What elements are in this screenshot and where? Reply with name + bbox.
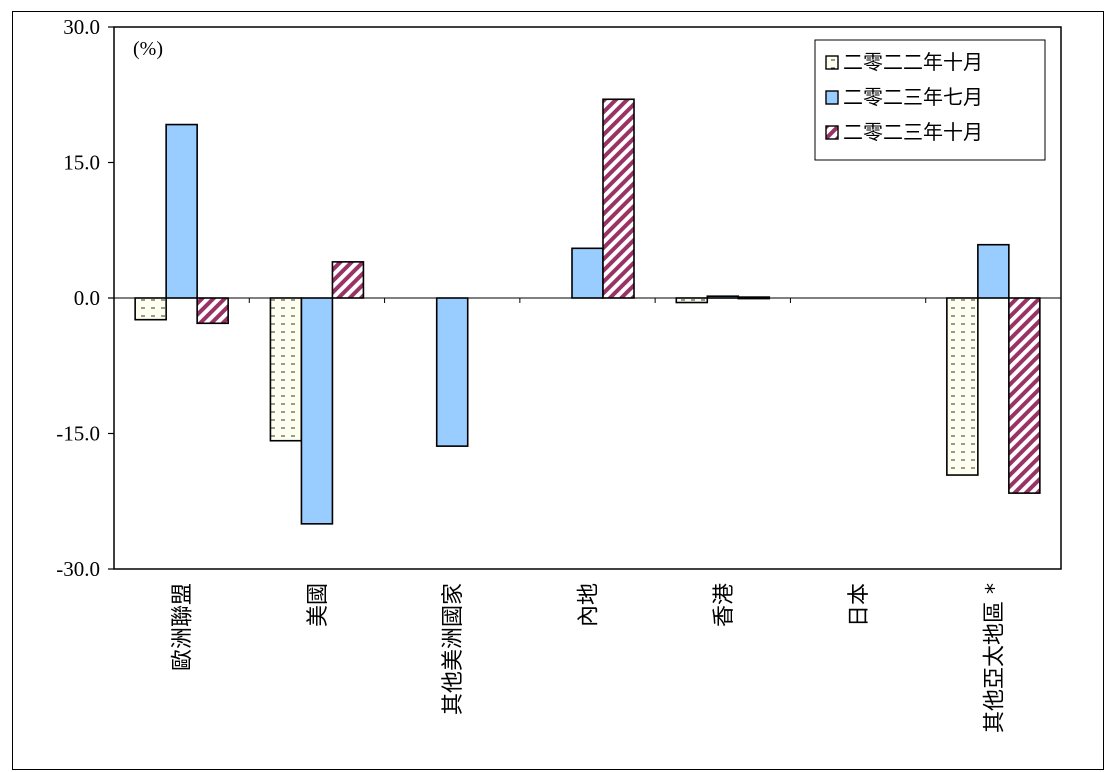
y-tick-label: -30.0 xyxy=(56,557,100,581)
y-tick-label: 0.0 xyxy=(74,286,100,310)
legend-label: 二零二三年十月 xyxy=(843,120,983,144)
category-label: 日本 xyxy=(847,583,872,627)
bar-diagonal-0 xyxy=(197,298,228,323)
bar-dashes-6 xyxy=(947,298,978,475)
bar-solid-6 xyxy=(978,245,1009,298)
y-axis: 30.0 15.0 0.0 -15.0 -30.0 xyxy=(56,15,114,581)
bar-diagonal-3 xyxy=(603,99,634,298)
legend-label: 二零二三年七月 xyxy=(843,85,983,109)
legend-swatch xyxy=(826,56,838,69)
bar-solid-2 xyxy=(437,298,468,446)
bar-dashes-4 xyxy=(676,298,707,303)
bar-diagonal-6 xyxy=(1009,298,1040,493)
bar-solid-0 xyxy=(166,125,197,298)
bar-solid-1 xyxy=(301,298,332,524)
category-label: 其他美洲國家 xyxy=(441,583,466,715)
category-label: 內地 xyxy=(577,583,602,627)
bar-diagonal-1 xyxy=(332,262,363,298)
category-label: 美國 xyxy=(306,583,331,627)
bar-dashes-1 xyxy=(270,298,301,441)
bar-solid-3 xyxy=(572,248,603,298)
category-label: 其他亞太地區 * xyxy=(982,583,1007,733)
bars xyxy=(135,99,1040,524)
legend-swatch xyxy=(826,126,838,139)
category-label: 香港 xyxy=(712,583,737,627)
y-tick-label: 30.0 xyxy=(63,15,100,39)
legend-label: 二零二二年十月 xyxy=(843,50,983,74)
category-label: 歐洲聯盟 xyxy=(171,583,196,671)
legend-swatch xyxy=(826,91,838,104)
bar-dashes-0 xyxy=(135,298,166,320)
y-tick-label: 15.0 xyxy=(63,151,100,175)
unit-label: (%) xyxy=(133,38,163,60)
y-tick-label: -15.0 xyxy=(56,422,100,446)
x-axis-labels: 歐洲聯盟 美國 其他美洲國家 內地 香港 日本 其他亞太地區 * xyxy=(171,583,1008,733)
